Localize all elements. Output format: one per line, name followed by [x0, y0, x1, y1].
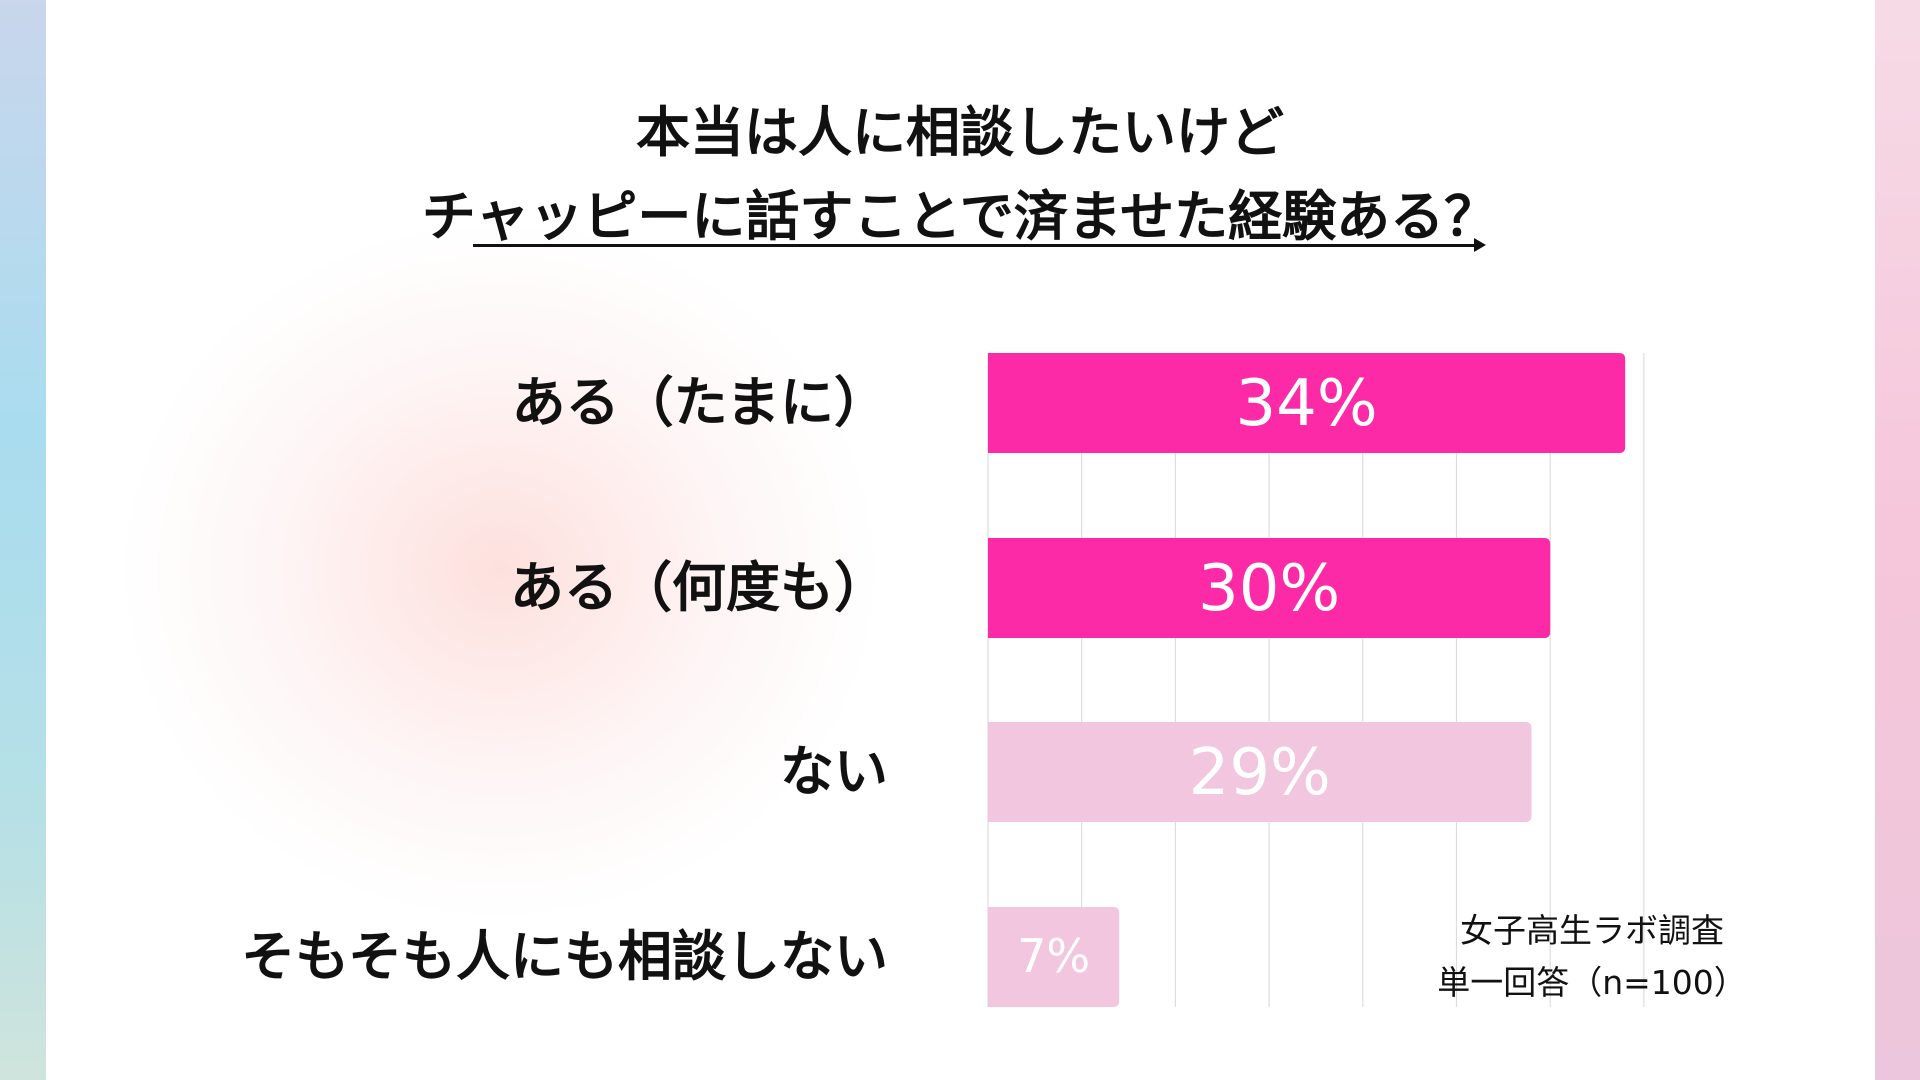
bar	[988, 907, 1120, 1007]
arrowhead-icon	[1474, 238, 1486, 252]
category-label: ある（たまに）	[511, 371, 888, 434]
category-label: そもそも人にも相談しない	[241, 925, 888, 988]
title-underline-arrow	[473, 244, 1478, 247]
bar	[988, 538, 1551, 638]
bar	[988, 722, 1532, 822]
category-label: ある（何度も）	[510, 556, 888, 619]
footnote-sample: 単一回答（n=100）	[1437, 963, 1747, 1002]
left-decorative-strip	[0, 0, 46, 1080]
chart-title-line2: チャッピーに話すことで済ませた経験ある？	[421, 185, 1499, 248]
bar	[988, 353, 1626, 453]
data-label: 34%	[1235, 367, 1377, 441]
footnote-source: 女子高生ラボ調査	[1460, 911, 1724, 950]
category-label: ない	[780, 740, 888, 803]
chart-title-line1: 本当は人に相談したいけど	[636, 101, 1284, 164]
data-label: 29%	[1189, 736, 1331, 810]
background-glow	[120, 220, 880, 920]
right-decorative-strip	[1875, 0, 1920, 1080]
data-label: 7%	[1017, 929, 1090, 983]
data-label: 30%	[1198, 552, 1340, 626]
